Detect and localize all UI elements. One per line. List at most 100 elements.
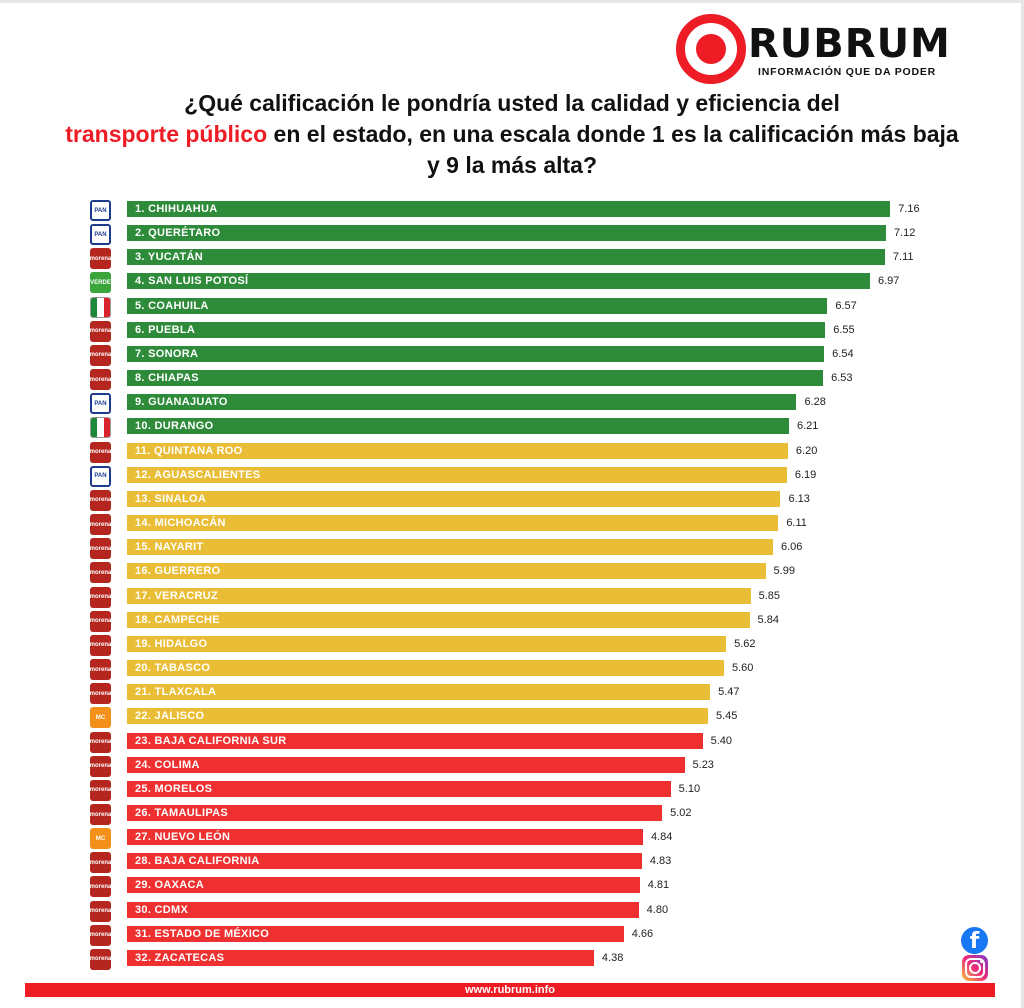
bar: 18. CAMPECHE bbox=[127, 611, 750, 628]
bar-value-label: 5.40 bbox=[710, 734, 733, 747]
party-mc-icon: MC bbox=[90, 828, 111, 850]
party-logo-text: morena bbox=[90, 787, 111, 794]
bar: 15. NAYARIT bbox=[127, 539, 773, 556]
party-morena-icon: morena bbox=[90, 344, 111, 366]
chart-row: morena 29. OAXACA 4.81 bbox=[0, 875, 1024, 899]
party-morena-icon: morena bbox=[90, 948, 111, 970]
pri-stripe bbox=[91, 297, 98, 317]
title-part-1: ¿Qué calificación le pondría usted la ca… bbox=[184, 90, 840, 116]
bar: 17. VERACRUZ bbox=[127, 587, 751, 604]
instagram-lens bbox=[969, 962, 981, 974]
bar: 10. DURANGO bbox=[127, 418, 789, 435]
facebook-glyph: f bbox=[969, 929, 980, 954]
logo-dot-icon bbox=[696, 34, 726, 64]
bar: 23. BAJA CALIFORNIA SUR bbox=[127, 732, 703, 749]
footer-bar: www.rubrum.info bbox=[25, 983, 995, 997]
party-verde-icon: VERDE bbox=[90, 272, 111, 294]
bar-category-label: 27. NUEVO LEÓN bbox=[135, 831, 231, 844]
bar-category-label: 4. SAN LUIS POTOSÍ bbox=[135, 275, 249, 288]
bar-value-label: 4.66 bbox=[631, 927, 654, 940]
party-pan-icon: PAN bbox=[90, 224, 111, 246]
party-morena-icon: morena bbox=[90, 489, 111, 511]
party-morena-icon: morena bbox=[90, 779, 111, 801]
bar-category-label: 13. SINALOA bbox=[135, 492, 207, 505]
bar-category-label: 10. DURANGO bbox=[135, 420, 214, 433]
bar: 22. JALISCO bbox=[127, 708, 708, 725]
title-highlight: transporte público bbox=[65, 121, 268, 147]
bar: 11. QUINTANA ROO bbox=[127, 442, 788, 459]
chart-row: morena 30. CDMX 4.80 bbox=[0, 900, 1024, 924]
party-logo-text: morena bbox=[90, 569, 111, 576]
instagram-flash bbox=[980, 960, 983, 963]
bar-value-label: 4.38 bbox=[601, 951, 624, 964]
chart-row: morena 20. TABASCO 5.60 bbox=[0, 658, 1024, 682]
bar-value-label: 5.47 bbox=[718, 686, 740, 699]
bar-category-label: 29. OAXACA bbox=[135, 879, 205, 892]
party-morena-icon: morena bbox=[90, 320, 111, 342]
bar: 28. BAJA CALIFORNIA bbox=[127, 853, 642, 870]
party-mc-icon: MC bbox=[90, 707, 111, 729]
party-morena-icon: morena bbox=[90, 441, 111, 463]
party-logo-text: morena bbox=[90, 352, 111, 359]
chart-row: morena 28. BAJA CALIFORNIA 4.83 bbox=[0, 851, 1024, 875]
party-logo-text: PAN bbox=[94, 207, 107, 214]
chart-row: PAN 1. CHIHUAHUA 7.16 bbox=[0, 199, 1024, 223]
bar-value-label: 6.57 bbox=[835, 299, 857, 312]
instagram-icon[interactable] bbox=[962, 955, 988, 981]
party-logo-text: morena bbox=[90, 449, 111, 456]
party-morena-icon: morena bbox=[90, 924, 111, 946]
party-logo-text: morena bbox=[90, 376, 111, 383]
bar-category-label: 28. BAJA CALIFORNIA bbox=[135, 855, 260, 868]
party-logo-text: morena bbox=[90, 642, 111, 649]
bar-category-label: 24. COLIMA bbox=[135, 758, 200, 771]
bar-value-label: 5.10 bbox=[678, 782, 701, 795]
party-morena-icon: morena bbox=[90, 514, 111, 536]
bar-value-label: 4.81 bbox=[647, 879, 670, 892]
footer-url[interactable]: www.rubrum.info bbox=[464, 984, 556, 996]
bar-category-label: 18. CAMPECHE bbox=[135, 613, 220, 626]
bar: 5. COAHUILA bbox=[127, 297, 828, 314]
bar-value-label: 6.06 bbox=[780, 541, 803, 554]
logo-tagline: INFORMACIÓN QUE DA PODER bbox=[758, 66, 937, 78]
party-logo-text: morena bbox=[90, 497, 111, 504]
chart-row: morena 6. PUEBLA 6.55 bbox=[0, 320, 1024, 344]
chart-title: ¿Qué calificación le pondría usted la ca… bbox=[60, 88, 964, 181]
chart-row: MC 27. NUEVO LEÓN 4.84 bbox=[0, 827, 1024, 851]
chart-row: PAN 2. QUERÉTARO 7.12 bbox=[0, 223, 1024, 247]
party-logo-text: morena bbox=[90, 255, 111, 262]
chart-row: morena 24. COLIMA 5.23 bbox=[0, 755, 1024, 779]
chart-row: morena 3. YUCATÁN 7.11 bbox=[0, 247, 1024, 271]
party-morena-icon: morena bbox=[90, 852, 111, 874]
party-logo-text: morena bbox=[90, 883, 111, 890]
party-logo-text: morena bbox=[90, 618, 111, 625]
party-morena-icon: morena bbox=[90, 610, 111, 632]
chart-row: morena 7. SONORA 6.54 bbox=[0, 344, 1024, 368]
bar-category-label: 2. QUERÉTARO bbox=[135, 227, 221, 240]
chart-row: 10. DURANGO 6.21 bbox=[0, 416, 1024, 440]
bar: 4. SAN LUIS POTOSÍ bbox=[127, 273, 870, 290]
bar: 26. TAMAULIPAS bbox=[127, 805, 663, 821]
bar-category-label: 11. QUINTANA ROO bbox=[135, 444, 243, 457]
party-logo-text: morena bbox=[90, 956, 111, 963]
bar: 32. ZACATECAS bbox=[127, 949, 594, 966]
bar-value-label: 6.97 bbox=[878, 275, 900, 288]
bar-category-label: 1. CHIHUAHUA bbox=[135, 203, 218, 215]
party-logo-text: morena bbox=[90, 594, 111, 601]
bar-value-label: 6.19 bbox=[794, 468, 817, 481]
bar-value-label: 6.55 bbox=[833, 323, 855, 336]
bar-category-label: 16. GUERRERO bbox=[135, 565, 221, 578]
bar-category-label: 21. TLAXCALA bbox=[135, 686, 217, 699]
bar-value-label: 5.23 bbox=[692, 758, 714, 771]
bar-value-label: 6.13 bbox=[788, 492, 810, 505]
chart-row: PAN 12. AGUASCALIENTES 6.19 bbox=[0, 465, 1024, 489]
bar: 13. SINALOA bbox=[127, 490, 781, 507]
bar: 2. QUERÉTARO bbox=[127, 225, 886, 242]
facebook-icon[interactable]: f bbox=[961, 927, 988, 954]
bar-category-label: 3. YUCATÁN bbox=[135, 251, 203, 264]
party-morena-icon: morena bbox=[90, 538, 111, 560]
bar-value-label: 5.60 bbox=[731, 662, 754, 675]
rubrum-logo: RUBRUM INFORMACIÓN QUE DA PODER bbox=[676, 14, 986, 84]
bar: 14. MICHOACÁN bbox=[127, 515, 779, 532]
bar-category-label: 9. GUANAJUATO bbox=[135, 396, 228, 409]
bar-value-label: 6.20 bbox=[795, 444, 818, 457]
